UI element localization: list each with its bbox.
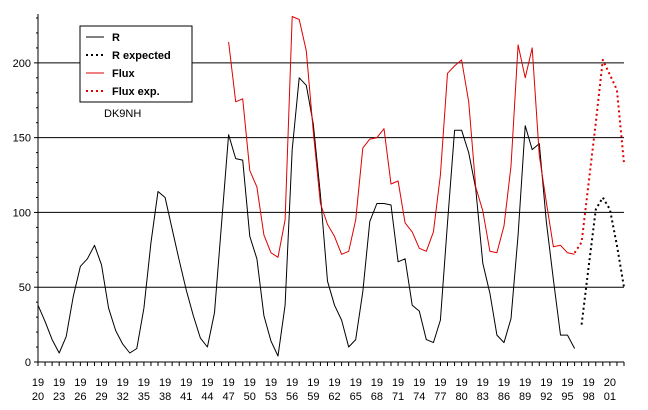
x-tick-label-bottom-1968: 68 [371, 391, 383, 403]
x-tick-label-top-1992: 19 [540, 377, 552, 389]
x-tick-label-top-1920: 19 [32, 377, 44, 389]
x-tick-label-bottom-1992: 92 [540, 391, 552, 403]
x-tick-label-bottom-1995: 95 [561, 391, 573, 403]
x-tick-label-bottom-1935: 35 [138, 391, 150, 403]
series-lines [37, 16, 625, 357]
x-tick-label-bottom-1956: 56 [286, 391, 298, 403]
legend-label-r: R [112, 32, 120, 44]
x-tick-label-top-1989: 19 [519, 377, 531, 389]
x-tick-label-top-1944: 19 [201, 377, 213, 389]
y-tick-label-0: 0 [25, 357, 31, 369]
x-tick-label-top-1968: 19 [371, 377, 383, 389]
x-tick-label-bottom-1947: 47 [223, 391, 235, 403]
series-line-flux [228, 16, 575, 258]
x-tick-label-bottom-1962: 62 [328, 391, 340, 403]
x-tick-label-bottom-1998: 98 [583, 391, 595, 403]
x-tick-label-top-1947: 19 [223, 377, 235, 389]
legend-label-flux-exp: Flux exp. [112, 86, 160, 98]
x-tick-label-bottom-1944: 44 [201, 391, 213, 403]
x-tick-label-top-1923: 19 [53, 377, 65, 389]
x-tick-label-bottom-1974: 74 [413, 391, 425, 403]
x-tick-label-top-1977: 19 [434, 377, 446, 389]
x-tick-label-top-2001: 20 [604, 377, 616, 389]
x-tick-label-top-1971: 19 [392, 377, 404, 389]
legend-label-flux: Flux [112, 68, 135, 80]
legend-box [79, 25, 193, 103]
y-tick-label-150: 150 [13, 133, 31, 145]
x-tick-label-top-1980: 19 [455, 377, 467, 389]
y-tick-label-200: 200 [13, 58, 31, 70]
x-tick-label-top-1929: 19 [95, 377, 107, 389]
series-line-r [37, 77, 576, 357]
legend: R R expected Flux Flux exp. [79, 25, 193, 103]
x-tick-label-top-1986: 19 [498, 377, 510, 389]
x-tick-label-bottom-1953: 53 [265, 391, 277, 403]
x-tick-label-bottom-1983: 83 [477, 391, 489, 403]
x-tick-label-bottom-1920: 20 [32, 391, 44, 403]
x-tick-label-bottom-1977: 77 [434, 391, 446, 403]
x-tick-label-top-1932: 19 [117, 377, 129, 389]
x-tick-label-bottom-1965: 65 [350, 391, 362, 403]
x-tick-label-top-1998: 19 [583, 377, 595, 389]
x-tick-label-bottom-1929: 29 [95, 391, 107, 403]
x-tick-label-bottom-1959: 59 [307, 391, 319, 403]
x-tick-label-top-1926: 19 [74, 377, 86, 389]
series-line-flux-exp [573, 58, 625, 254]
x-tick-label-top-1950: 19 [244, 377, 256, 389]
x-tick-label-bottom-1926: 26 [74, 391, 86, 403]
x-tick-label-top-1962: 19 [328, 377, 340, 389]
series-line-r-expected [580, 196, 625, 325]
x-tick-label-bottom-1941: 41 [180, 391, 192, 403]
x-tick-label-bottom-2001: 01 [604, 391, 616, 403]
x-tick-label-top-1935: 19 [138, 377, 150, 389]
x-tick-label-bottom-1986: 86 [498, 391, 510, 403]
x-tick-label-bottom-1980: 80 [455, 391, 467, 403]
y-tick-label-50: 50 [19, 282, 31, 294]
axes [37, 14, 624, 363]
chart-annotation: DK9NH [104, 108, 141, 120]
x-tick-label-bottom-1950: 50 [244, 391, 256, 403]
x-tick-label-top-1938: 19 [159, 377, 171, 389]
x-tick-label-bottom-1989: 89 [519, 391, 531, 403]
x-tick-label-bottom-1938: 38 [159, 391, 171, 403]
x-tick-label-top-1941: 19 [180, 377, 192, 389]
x-tick-label-top-1983: 19 [477, 377, 489, 389]
y-axis-ticks: 0 50 100 150 200 [13, 17, 38, 369]
y-tick-label-100: 100 [13, 207, 31, 219]
x-axis-ticks: 19 20 19 23 19 26 19 29 19 32 19 35 19 38 19 41 19 44 19 47… [32, 362, 625, 403]
x-tick-label-bottom-1932: 32 [117, 391, 129, 403]
x-tick-label-top-1995: 19 [561, 377, 573, 389]
x-tick-label-top-1974: 19 [413, 377, 425, 389]
x-tick-label-top-1965: 19 [350, 377, 362, 389]
x-tick-label-bottom-1923: 23 [53, 391, 65, 403]
legend-label-r-expected: R expected [112, 50, 171, 62]
x-tick-label-top-1956: 19 [286, 377, 298, 389]
x-tick-label-bottom-1971: 71 [392, 391, 404, 403]
x-tick-label-top-1959: 19 [307, 377, 319, 389]
x-tick-label-top-1953: 19 [265, 377, 277, 389]
